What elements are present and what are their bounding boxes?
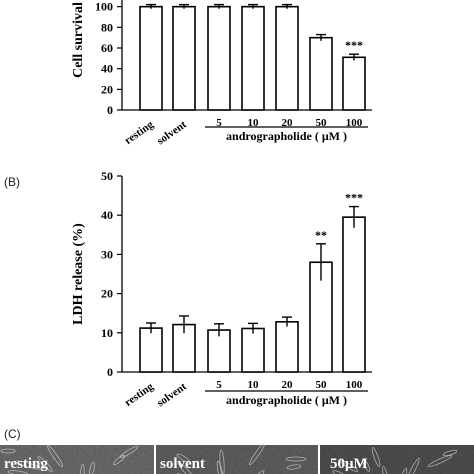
cell-shape [79, 463, 85, 474]
bar [139, 327, 163, 373]
bar [172, 5, 196, 111]
y-tick-label: 40 [101, 62, 113, 76]
cell-shape [285, 456, 307, 462]
cell-shape [248, 442, 266, 466]
category-label: 10 [248, 117, 260, 129]
category-label: 20 [282, 379, 294, 391]
y-tick-label: 10 [101, 326, 113, 340]
cell-shape [339, 460, 359, 472]
bar [342, 216, 366, 373]
cell-shape [89, 461, 95, 474]
category-label: 10 [248, 379, 260, 391]
category-label: 100 [346, 379, 363, 391]
y-tick-label: 0 [107, 103, 113, 117]
cell-shape [7, 470, 29, 474]
group-label: andrographolide ( μM ) [226, 393, 347, 407]
cell-shape [406, 457, 420, 474]
panel-c-letter: (C) [4, 427, 21, 441]
panel-a-cell-survival-chart: 0 20 40 60 80 100 Cell survival resting solvent 5… [71, 0, 372, 147]
cell-shape [46, 444, 64, 468]
cell-shape [253, 470, 265, 474]
category-label: solvent [155, 118, 189, 147]
panel-c-micrographs: resting solvent 50μM [0, 442, 474, 474]
cell-shape [398, 468, 408, 474]
micrograph-0: resting [0, 444, 154, 474]
cell-shape [427, 455, 453, 467]
bar [275, 5, 299, 111]
category-label: 50 [316, 379, 328, 391]
cell-shape [119, 446, 139, 458]
y-axis-label: LDH release (%) [71, 223, 86, 325]
micrograph-label: solvent [160, 456, 205, 472]
y-axis-label: Cell survival [71, 2, 86, 78]
cell-shape [15, 460, 41, 470]
cell-shape [371, 447, 381, 467]
significance-label: *** [345, 38, 363, 52]
cell-shape [0, 448, 16, 454]
category-label: 20 [282, 117, 294, 129]
micrograph-label: 50μM [330, 456, 368, 472]
y-tick-label: 100 [95, 0, 113, 14]
panel-b-letter: (B) [4, 175, 20, 189]
category-label: solvent [155, 380, 189, 409]
y-tick-label: 0 [107, 365, 113, 379]
group-label: andrographolide ( μM ) [226, 129, 347, 143]
cell-shape [382, 465, 390, 474]
bar [275, 321, 299, 373]
category-label: 5 [216, 117, 222, 129]
y-tick-label: 30 [101, 247, 113, 261]
bar [241, 327, 265, 373]
cell-shape [219, 449, 225, 474]
cell-shape [442, 449, 458, 457]
cell-shape [332, 470, 346, 474]
cell-shape [113, 454, 125, 466]
bar [241, 5, 265, 111]
y-tick-label: 80 [101, 20, 113, 34]
category-label: 50 [316, 117, 328, 129]
micrograph-1: solvent [156, 442, 318, 474]
category-label: 100 [346, 117, 363, 129]
bar [207, 329, 231, 373]
category-label: 5 [216, 379, 222, 391]
category-label: resting [122, 118, 156, 147]
cell-shape [37, 456, 53, 472]
y-tick-label: 60 [101, 41, 113, 55]
bar [309, 36, 333, 111]
cell-shape [361, 458, 371, 472]
y-tick-label: 20 [101, 82, 113, 96]
micrograph-label: resting [4, 456, 48, 472]
cell-shape [177, 461, 197, 474]
panel-b-ldh-release-chart: 0 10 20 30 40 50 LDH release (%) resting solvent… [71, 169, 372, 409]
significance-label: *** [345, 191, 363, 205]
y-tick-label: 40 [101, 208, 113, 222]
micrograph-2: 50μM [320, 445, 474, 474]
cell-shape [176, 453, 190, 463]
cell-shape [216, 460, 224, 474]
bar [139, 5, 163, 111]
cell-shape [286, 464, 302, 470]
bar [342, 56, 366, 111]
significance-label: ** [315, 228, 327, 242]
bar [207, 5, 231, 111]
y-tick-label: 20 [101, 287, 113, 301]
y-tick-label: 50 [101, 169, 113, 183]
category-label: resting [122, 380, 156, 409]
